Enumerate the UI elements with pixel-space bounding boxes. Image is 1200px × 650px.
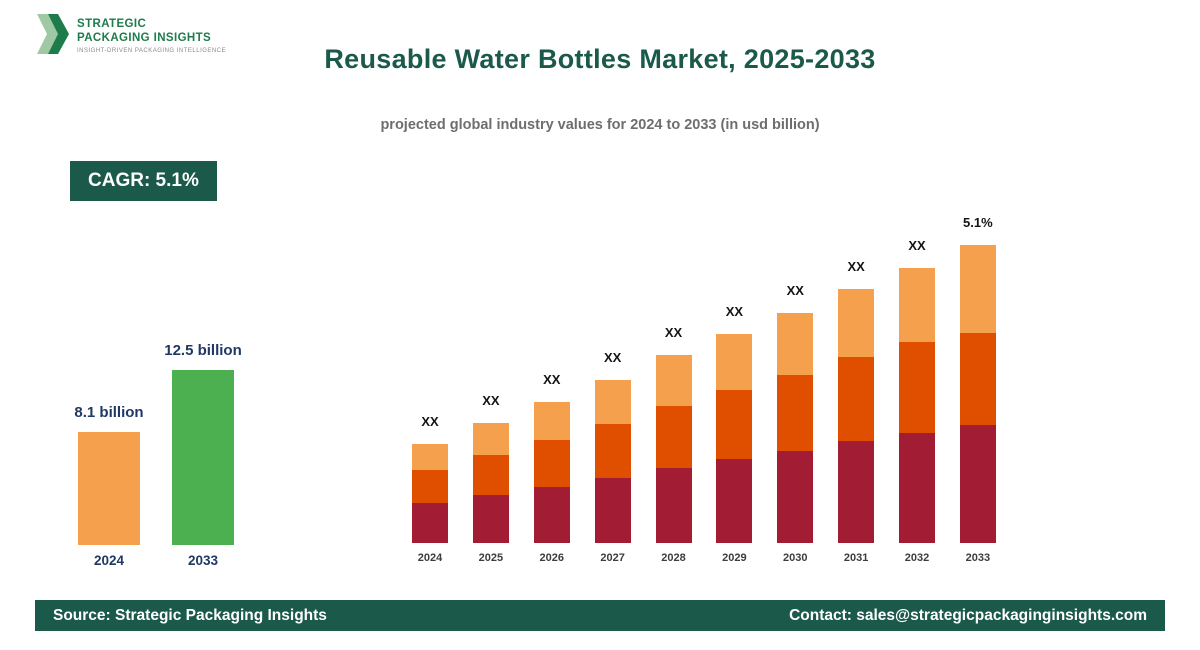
page-subtitle: projected global industry values for 202… <box>380 117 820 133</box>
segment-bottom <box>472 495 509 543</box>
stacked-bar-column: XX 2030 <box>775 283 815 564</box>
segment-middle <box>716 390 753 459</box>
bar-value-label: XX <box>482 393 500 408</box>
segment-middle <box>899 342 935 433</box>
x-axis-label: 2028 <box>661 552 686 564</box>
chevron-arrows-icon <box>35 13 69 60</box>
stacked-bar <box>716 334 753 543</box>
stacked-bar <box>899 268 935 543</box>
segment-middle <box>412 470 448 503</box>
segment-bottom <box>838 441 875 543</box>
segment-bottom <box>716 459 753 543</box>
segment-top <box>716 334 753 390</box>
cagr-badge: CAGR: 5.1% <box>70 161 217 201</box>
x-axis-label: 2030 <box>783 552 808 564</box>
segment-top <box>959 245 996 333</box>
segment-bottom <box>899 433 935 543</box>
mini-bar-year-label: 2033 <box>187 553 219 568</box>
bar-value-label: XX <box>725 304 744 319</box>
bar-value-label: XX <box>603 350 622 365</box>
segment-bottom <box>594 478 631 543</box>
bar-value-label: 5.1% <box>963 215 993 230</box>
segment-middle <box>838 357 875 441</box>
mini-bar <box>78 432 140 545</box>
stacked-bar-column: XX 2025 <box>471 393 511 564</box>
segment-bottom <box>777 451 814 543</box>
segment-top <box>655 355 692 406</box>
x-axis-label: 2024 <box>417 552 443 564</box>
segment-top <box>594 380 631 424</box>
stacked-bar <box>838 289 875 543</box>
bar-value-label: XX <box>847 259 865 274</box>
stacked-bar-column: XX 2024 <box>410 414 450 564</box>
x-axis-label: 2033 <box>965 552 991 564</box>
logo-line1: STRATEGIC <box>77 18 147 31</box>
stacked-bar-column: XX 2027 <box>593 350 633 564</box>
x-axis-label: 2029 <box>722 552 747 564</box>
mini-bar-value-label: 8.1 billion <box>74 404 144 421</box>
x-axis-label: 2026 <box>539 552 564 564</box>
segment-middle <box>959 333 996 425</box>
stacked-bar-chart: XX 2024 XX 2025 XX 2026 XX 2027 XX 2028 XX 2029 XX 20… <box>410 215 998 564</box>
bar-value-label: XX <box>908 238 926 253</box>
bar-value-label: XX <box>543 372 561 387</box>
segment-top <box>838 289 875 357</box>
x-axis-label: 2032 <box>904 552 930 564</box>
footer-bar: Source: Strategic Packaging Insights Con… <box>35 600 1165 631</box>
stacked-bar <box>655 355 692 543</box>
segment-middle <box>655 406 692 468</box>
segment-bottom <box>412 503 448 543</box>
stacked-bar-column: XX 2028 <box>654 325 694 564</box>
segment-middle <box>777 375 814 451</box>
contact-text: Contact: sales@strategicpackaginginsight… <box>789 606 1147 624</box>
stacked-bar <box>959 245 996 543</box>
mini-bar-year-label: 2024 <box>93 553 125 568</box>
x-axis-label: 2027 <box>600 552 625 564</box>
mini-bar-column: 8.1 billion 2024 <box>74 404 143 568</box>
segment-top <box>412 444 448 470</box>
segment-middle <box>533 440 570 487</box>
stacked-bar-column: XX 2026 <box>532 372 572 564</box>
bar-value-label: XX <box>664 325 683 340</box>
page-title: Reusable Water Bottles Market, 2025-2033 <box>324 44 876 74</box>
stacked-bar <box>533 402 570 543</box>
logo-tagline: INSIGHT-DRIVEN PACKAGING INTELLIGENCE <box>77 47 227 54</box>
segment-bottom <box>655 468 692 543</box>
stacked-bar-column: XX 2032 <box>897 238 937 564</box>
bar-value-label: XX <box>421 414 439 429</box>
segment-bottom <box>959 425 996 543</box>
bar-value-label: XX <box>786 283 804 298</box>
logo: STRATEGIC PACKAGING INSIGHTS INSIGHT-DRI… <box>35 13 226 60</box>
x-axis-label: 2025 <box>478 552 504 564</box>
stacked-bar-column: 5.1% 2033 <box>958 215 998 564</box>
segment-top <box>472 423 509 455</box>
segment-middle <box>472 455 509 495</box>
mini-bar-chart: 8.1 billion 2024 12.5 billion 2033 <box>74 342 242 568</box>
mini-bar-column: 12.5 billion 2033 <box>164 342 242 568</box>
logo-text: STRATEGIC PACKAGING INSIGHTS INSIGHT-DRI… <box>77 18 226 54</box>
source-text: Source: Strategic Packaging Insights <box>53 606 327 624</box>
stacked-bar <box>777 313 814 543</box>
mini-bar <box>172 370 234 545</box>
stacked-bar <box>412 444 448 543</box>
segment-top <box>533 402 570 440</box>
stacked-bar <box>472 423 509 543</box>
stacked-bar-column: XX 2029 <box>714 304 754 564</box>
stacked-bar-column: XX 2031 <box>836 259 876 564</box>
mini-bar-value-label: 12.5 billion <box>164 342 242 359</box>
segment-middle <box>594 424 631 478</box>
segment-top <box>777 313 814 375</box>
stacked-bar <box>594 380 631 543</box>
logo-line2: PACKAGING INSIGHTS <box>77 31 212 44</box>
segment-bottom <box>533 487 570 543</box>
segment-top <box>899 268 935 342</box>
x-axis-label: 2031 <box>843 552 869 564</box>
